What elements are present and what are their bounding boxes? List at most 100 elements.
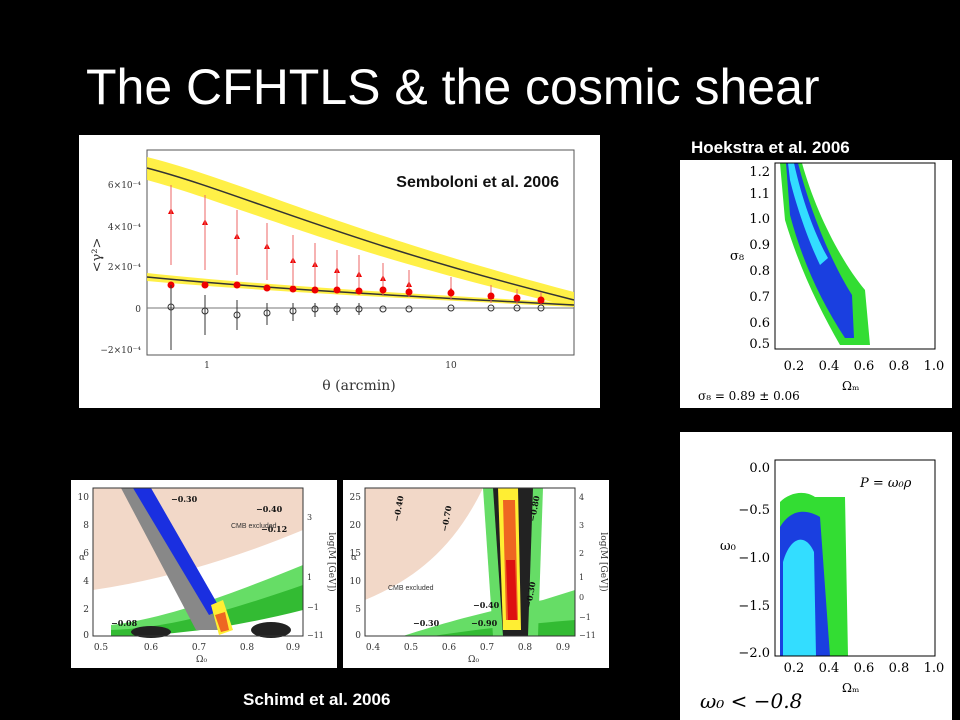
- contour-label: −0.30: [171, 494, 198, 504]
- shear-xlabel: θ (arcmin): [322, 378, 395, 394]
- ytick-0.6: 0.6: [749, 316, 770, 331]
- rtick-0: 0: [579, 593, 584, 602]
- xtick-0.4: 0.4: [366, 643, 381, 653]
- contour-label: −0.40: [473, 600, 500, 610]
- ytick-0: 0: [355, 631, 361, 641]
- ytick-neg0.5: −0.5: [738, 503, 770, 518]
- ytick-6e-4: 6×10⁻⁴: [108, 181, 141, 191]
- ytick-6: 6: [83, 549, 89, 559]
- xtick-0.8: 0.8: [889, 359, 910, 374]
- ytick-1.2: 1.2: [749, 165, 770, 180]
- eos-annotation: P = ω₀ρ: [859, 476, 912, 491]
- xtick-0.2: 0.2: [784, 661, 805, 676]
- ytick-1.0: 1.0: [749, 212, 770, 227]
- xtick-1.0: 1.0: [924, 661, 945, 676]
- rtick-2: 2: [579, 549, 584, 558]
- schimd-right-plot: 25 20 15 10 5 0 0.4 0.5 0.6 0.7 0.8 0.9 …: [343, 480, 609, 668]
- xtick-0.6: 0.6: [854, 359, 875, 374]
- ytick-10: 10: [78, 493, 90, 503]
- contour-label: −0.70: [439, 504, 453, 532]
- ytick-neg1.0: −1.0: [738, 551, 770, 566]
- xtick-0.9: 0.9: [556, 643, 571, 653]
- xtick-0.8: 0.8: [889, 661, 910, 676]
- ytick-0: 0: [135, 305, 141, 315]
- xtick-0.5: 0.5: [94, 643, 109, 653]
- ytick-25: 25: [350, 493, 362, 503]
- ytick-neg2e-4: −2×10⁻⁴: [100, 346, 141, 356]
- slide-title: The CFHTLS & the cosmic shear: [86, 59, 820, 115]
- hoekstra-w0-plot: 0.0 −0.5 −1.0 −1.5 −2.0 0.2 0.4 0.6 0.8 …: [680, 432, 952, 720]
- semboloni-credit: Semboloni et al. 2006: [396, 174, 559, 191]
- cmb-excluded-label: CMB excluded: [388, 585, 434, 592]
- ytick-0: 0: [83, 631, 89, 641]
- xtick-0.7: 0.7: [480, 643, 495, 653]
- ytick-neg1.5: −1.5: [738, 599, 770, 614]
- sigma8-annotation: σ₈ = 0.89 ± 0.06: [698, 389, 800, 403]
- xtick-1: 1: [204, 361, 210, 371]
- ytick-20: 20: [350, 521, 362, 531]
- hoekstra-bottom-svg: 0.0 −0.5 −1.0 −1.5 −2.0 0.2 0.4 0.6 0.8 …: [700, 459, 945, 713]
- schimd-right-rlabel: log(M [GeV]): [598, 532, 609, 591]
- rtick-neg1: −1: [307, 603, 319, 612]
- contour-label: −0.40: [256, 504, 283, 514]
- schimd-left-plot: 10 8 6 4 2 0 0.5 0.6 0.7 0.8 0.9 3 1 −1 …: [71, 480, 337, 668]
- ytick-0.5: 0.5: [749, 337, 770, 352]
- ytick-10: 10: [350, 577, 362, 587]
- rtick-3: 3: [579, 521, 584, 530]
- rtick-neg11: −11: [579, 631, 596, 640]
- schimd-left-rlabel: log(M [GeV]): [326, 532, 337, 591]
- contour-label: −0.30: [413, 618, 440, 628]
- hoekstra-top-xlabel: Ωₘ: [842, 379, 859, 393]
- hoekstra-top-svg: 1.2 1.1 1.0 0.9 0.8 0.7 0.6 0.5 0.2 0.4 …: [698, 162, 945, 403]
- ytick-0.9: 0.9: [749, 238, 770, 253]
- rtick-1: 1: [307, 573, 312, 582]
- xtick-0.5: 0.5: [404, 643, 419, 653]
- rtick-1: 1: [579, 573, 584, 582]
- contour-label: −0.90: [471, 618, 498, 628]
- shear-plot-svg: 6×10⁻⁴ 4×10⁻⁴ 2×10⁻⁴ 0 −2×10⁻⁴ 1 10 <γ²>…: [90, 149, 575, 394]
- cmb-excluded-label: CMB excluded: [231, 523, 277, 530]
- xtick-0.6: 0.6: [144, 643, 159, 653]
- xtick-0.9: 0.9: [286, 643, 301, 653]
- contour-label: −0.80: [527, 494, 541, 522]
- ytick-8: 8: [83, 521, 89, 531]
- ytick-2: 2: [83, 605, 89, 615]
- hoekstra-bottom-ylabel: ω₀: [720, 539, 736, 554]
- hoekstra-sigma8-plot: 1.2 1.1 1.0 0.9 0.8 0.7 0.6 0.5 0.2 0.4 …: [680, 160, 952, 408]
- xtick-0.8: 0.8: [240, 643, 255, 653]
- schimd-left-ylabel: α: [79, 553, 85, 563]
- ytick-0.0: 0.0: [749, 461, 770, 476]
- ytick-0.7: 0.7: [749, 290, 770, 305]
- ytick-4e-4: 4×10⁻⁴: [108, 223, 141, 233]
- schimd-right-svg: 25 20 15 10 5 0 0.4 0.5 0.6 0.7 0.8 0.9 …: [350, 487, 609, 665]
- schimd-right-ylabel: α: [351, 553, 357, 563]
- ytick-4: 4: [83, 577, 89, 587]
- ytick-15: 15: [350, 549, 362, 559]
- rtick-4: 4: [579, 493, 584, 502]
- ytick-2e-4: 2×10⁻⁴: [108, 263, 141, 273]
- ytick-5: 5: [355, 605, 361, 615]
- ytick-0.8: 0.8: [749, 264, 770, 279]
- xtick-0.2: 0.2: [784, 359, 805, 374]
- rtick-3: 3: [307, 513, 312, 522]
- ytick-neg2.0: −2.0: [738, 646, 770, 661]
- rtick-neg11: −11: [307, 631, 324, 640]
- schimd-right-xlabel: Ω₀: [468, 655, 479, 665]
- hoekstra-credit: Hoekstra et al. 2006: [691, 138, 850, 157]
- w0-constraint-text: ω₀ < −0.8: [700, 689, 802, 713]
- contour-label: −0.08: [111, 618, 138, 628]
- xtick-0.4: 0.4: [819, 359, 840, 374]
- xtick-0.6: 0.6: [854, 661, 875, 676]
- xtick-0.4: 0.4: [819, 661, 840, 676]
- shear-correlation-plot: 6×10⁻⁴ 4×10⁻⁴ 2×10⁻⁴ 0 −2×10⁻⁴ 1 10 <γ²>…: [79, 135, 600, 408]
- schimd-left-xlabel: Ω₀: [196, 655, 207, 665]
- contour-label: −0.12: [261, 524, 287, 534]
- contour-label: −0.40: [391, 494, 405, 522]
- hoekstra-top-ylabel: σ₈: [730, 249, 744, 264]
- rtick-neg1: −1: [579, 613, 591, 622]
- xtick-1.0: 1.0: [924, 359, 945, 374]
- xtick-10: 10: [445, 361, 457, 371]
- schimd-credit: Schimd et al. 2006: [243, 690, 391, 709]
- xtick-0.7: 0.7: [192, 643, 207, 653]
- ytick-1.1: 1.1: [749, 187, 770, 202]
